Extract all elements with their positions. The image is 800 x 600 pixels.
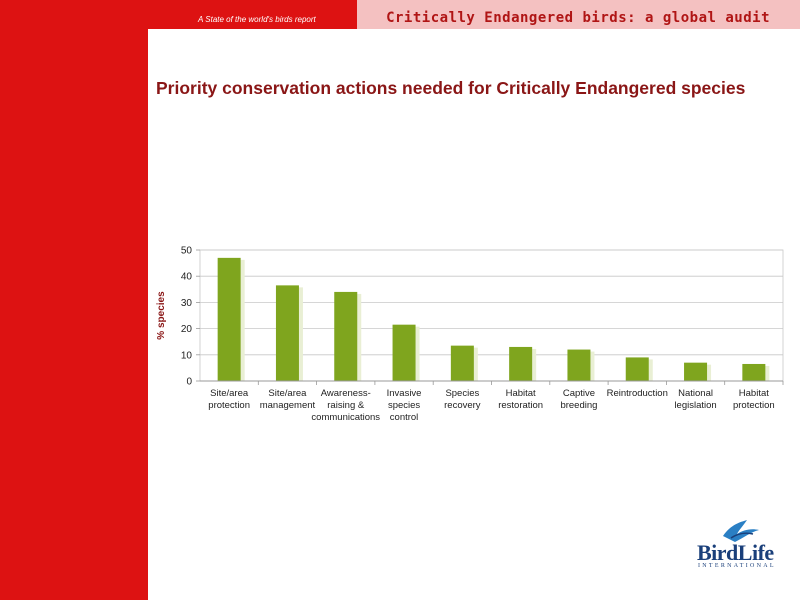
x-tick-label: Captive (563, 388, 595, 399)
bar (275, 285, 299, 381)
y-tick-label: 30 (181, 298, 193, 309)
bar (217, 257, 241, 381)
x-tick-label: Habitat (506, 388, 536, 399)
bar (334, 291, 358, 381)
x-tick-label: recovery (444, 400, 481, 411)
birdlife-logo: BirdLife INTERNATIONAL (693, 518, 785, 574)
x-tick-label: National (678, 388, 713, 399)
x-tick-label: Site/area (210, 388, 249, 399)
logo-wordmark: BirdLife (697, 540, 774, 565)
x-tick-label: management (260, 400, 316, 411)
y-tick-label: 0 (186, 377, 192, 388)
x-tick-label: protection (733, 400, 775, 411)
y-axis-label: % species (156, 291, 167, 340)
y-tick-label: 10 (181, 350, 193, 361)
x-tick-label: species (388, 400, 420, 411)
report-label: A State of the world's birds report (198, 15, 316, 24)
x-tick-label: Species (445, 388, 479, 399)
bar (450, 345, 474, 381)
banner-title: Critically Endangered birds: a global au… (386, 10, 770, 26)
red-sidebar (0, 0, 148, 600)
x-tick-label: Site/area (268, 388, 307, 399)
bar (567, 349, 591, 381)
x-tick-label: Awareness- (321, 388, 371, 399)
x-tick-label: legislation (674, 400, 716, 411)
bar (625, 357, 649, 381)
bar (684, 362, 708, 381)
x-tick-label: communications (311, 412, 380, 423)
x-tick-label: protection (208, 400, 250, 411)
x-tick-label: Habitat (739, 388, 769, 399)
bar (509, 346, 533, 381)
bar (392, 324, 416, 381)
y-tick-label: 40 (181, 272, 193, 283)
bar (742, 363, 766, 381)
y-tick-label: 50 (181, 246, 193, 257)
slide-title: Priority conservation actions needed for… (156, 78, 746, 98)
x-tick-label: restoration (498, 400, 543, 411)
x-tick-label: raising & (327, 400, 365, 411)
logo-subtitle: INTERNATIONAL (698, 563, 776, 569)
x-tick-label: Invasive (387, 388, 422, 399)
pink-header-strip (357, 0, 800, 29)
y-tick-label: 20 (181, 324, 193, 335)
x-tick-label: control (390, 412, 419, 423)
x-tick-label: Reintroduction (607, 388, 668, 399)
bird-logo-icon (723, 520, 759, 542)
x-tick-label: breeding (560, 400, 597, 411)
red-header-strip (0, 0, 357, 29)
